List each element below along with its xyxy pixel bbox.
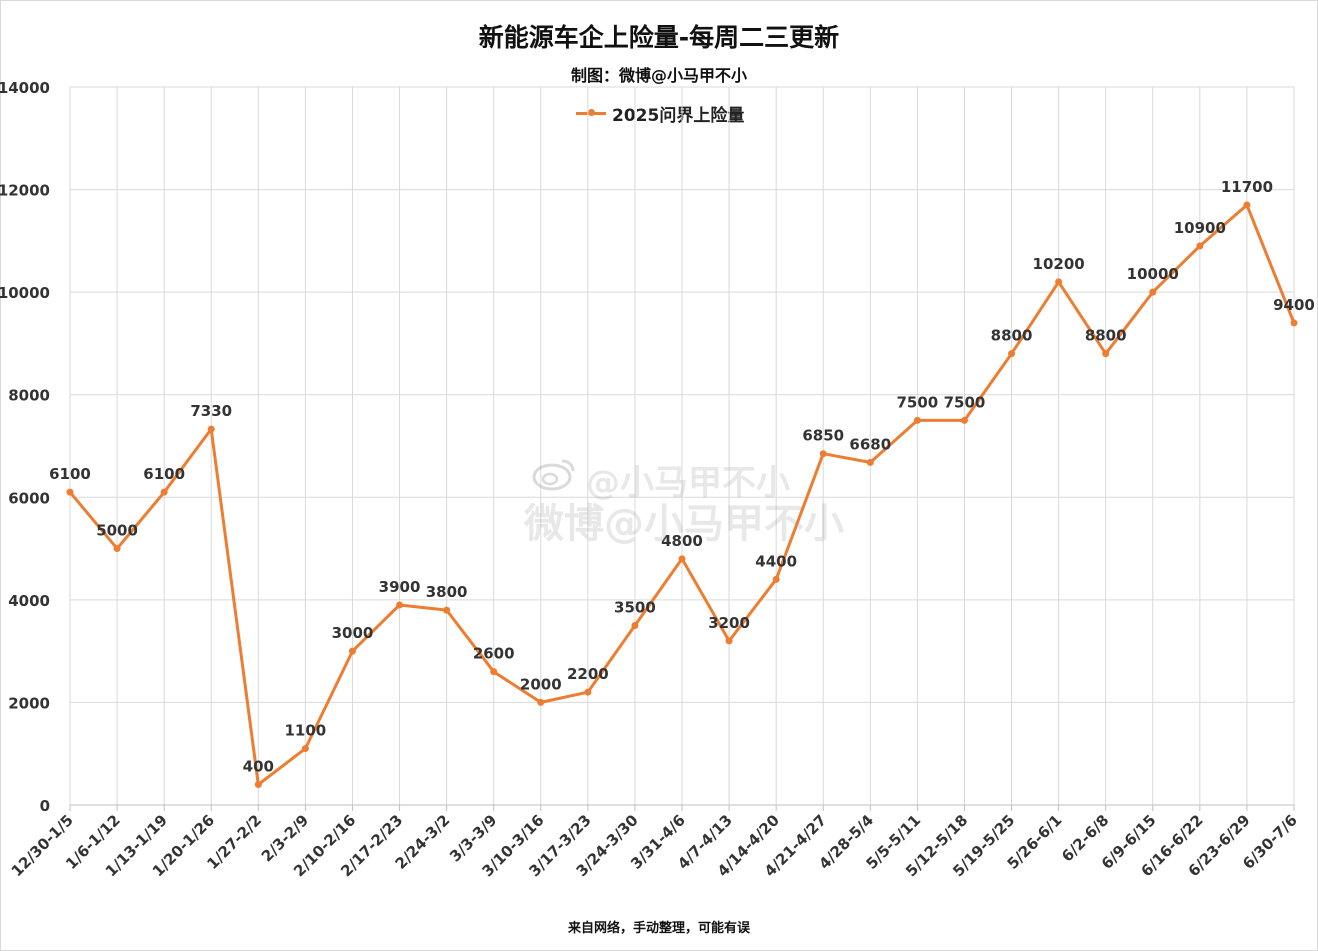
y-tick-label: 4000 <box>8 592 50 610</box>
data-label: 1100 <box>285 722 327 740</box>
data-point <box>160 488 168 496</box>
data-point <box>819 450 827 458</box>
y-tick-label: 2000 <box>8 694 50 712</box>
y-tick-label: 10000 <box>0 284 50 302</box>
data-label: 4800 <box>661 532 703 550</box>
data-point <box>348 647 356 655</box>
data-label: 10900 <box>1174 219 1226 237</box>
x-tick-label: 12/30-1/5 <box>8 811 77 880</box>
data-point <box>866 458 874 466</box>
data-label: 3800 <box>426 583 468 601</box>
data-point <box>66 488 74 496</box>
data-point <box>1055 278 1063 286</box>
data-point <box>631 622 639 629</box>
data-label: 6100 <box>143 465 185 483</box>
data-point <box>1149 288 1157 296</box>
data-point <box>490 668 498 676</box>
data-label: 6100 <box>49 465 91 483</box>
data-label: 3200 <box>708 614 750 632</box>
data-point <box>1196 242 1204 250</box>
data-label: 3000 <box>332 624 374 642</box>
y-tick-label: 14000 <box>0 79 50 97</box>
data-label: 7500 <box>944 393 986 411</box>
data-point <box>254 780 262 788</box>
data-label: 3900 <box>379 578 421 596</box>
y-tick-label: 8000 <box>8 387 50 405</box>
y-tick-label: 6000 <box>8 489 50 507</box>
data-label: 6850 <box>802 427 844 445</box>
data-point <box>1102 350 1110 358</box>
data-point <box>1008 350 1016 358</box>
data-label: 9400 <box>1273 296 1315 314</box>
legend-label: 2025问界上险量 <box>612 105 745 126</box>
data-point <box>113 545 121 553</box>
footer-note: 来自网络，手动整理，可能有误 <box>567 921 750 936</box>
data-point <box>537 698 545 706</box>
data-label: 8800 <box>1085 327 1127 345</box>
data-label: 2600 <box>473 645 515 663</box>
data-label: 2000 <box>520 675 562 693</box>
data-label: 400 <box>243 757 274 775</box>
data-label: 5000 <box>96 522 138 540</box>
data-label: 10200 <box>1033 255 1085 273</box>
data-label: 6680 <box>849 435 891 453</box>
chart-title: 新能源车企上险量-每周二三更新 <box>478 23 840 52</box>
data-point <box>678 555 686 563</box>
chart-subtitle: 制图：微博@小马甲不小 <box>570 66 747 85</box>
data-point <box>1290 319 1298 327</box>
legend-line-marker <box>576 109 606 116</box>
data-point <box>1243 201 1251 209</box>
data-label: 3500 <box>614 599 656 617</box>
data-point <box>913 416 921 424</box>
y-tick-label: 12000 <box>0 182 50 200</box>
data-label: 4400 <box>755 552 797 570</box>
data-point <box>725 637 733 645</box>
data-point <box>960 416 968 424</box>
data-label: 8800 <box>991 327 1033 345</box>
data-point <box>396 601 404 609</box>
data-label: 2200 <box>567 665 609 683</box>
data-label: 7330 <box>190 402 232 420</box>
data-point <box>207 425 215 433</box>
data-point <box>301 745 309 753</box>
data-label: 10000 <box>1127 265 1179 283</box>
data-label: 7500 <box>897 393 939 411</box>
legend: 2025问界上险量 <box>576 102 745 126</box>
data-point <box>584 688 592 696</box>
data-point <box>443 606 451 614</box>
data-point <box>772 575 780 583</box>
y-tick-label: 0 <box>40 797 50 815</box>
data-label: 11700 <box>1221 178 1273 196</box>
